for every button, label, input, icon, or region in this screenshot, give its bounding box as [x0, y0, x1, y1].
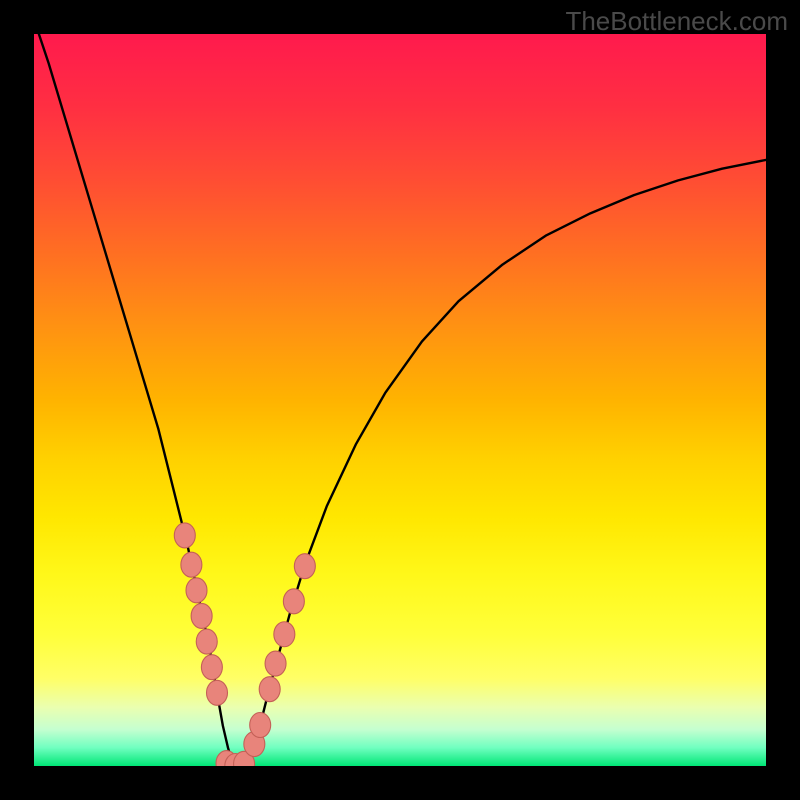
- data-marker: [181, 552, 202, 577]
- data-marker: [207, 680, 228, 705]
- data-marker: [294, 554, 315, 579]
- data-marker: [186, 578, 207, 603]
- data-marker: [274, 622, 295, 647]
- data-marker: [250, 713, 271, 738]
- data-marker: [283, 589, 304, 614]
- bottleneck-curve-chart: [34, 34, 766, 766]
- data-marker: [201, 655, 222, 680]
- data-marker: [191, 603, 212, 628]
- data-marker: [259, 677, 280, 702]
- chart-container: TheBottleneck.com: [0, 0, 800, 800]
- watermark-text: TheBottleneck.com: [565, 6, 788, 37]
- data-marker: [174, 523, 195, 548]
- plot-background: [34, 34, 766, 766]
- data-marker: [196, 629, 217, 654]
- data-marker: [265, 651, 286, 676]
